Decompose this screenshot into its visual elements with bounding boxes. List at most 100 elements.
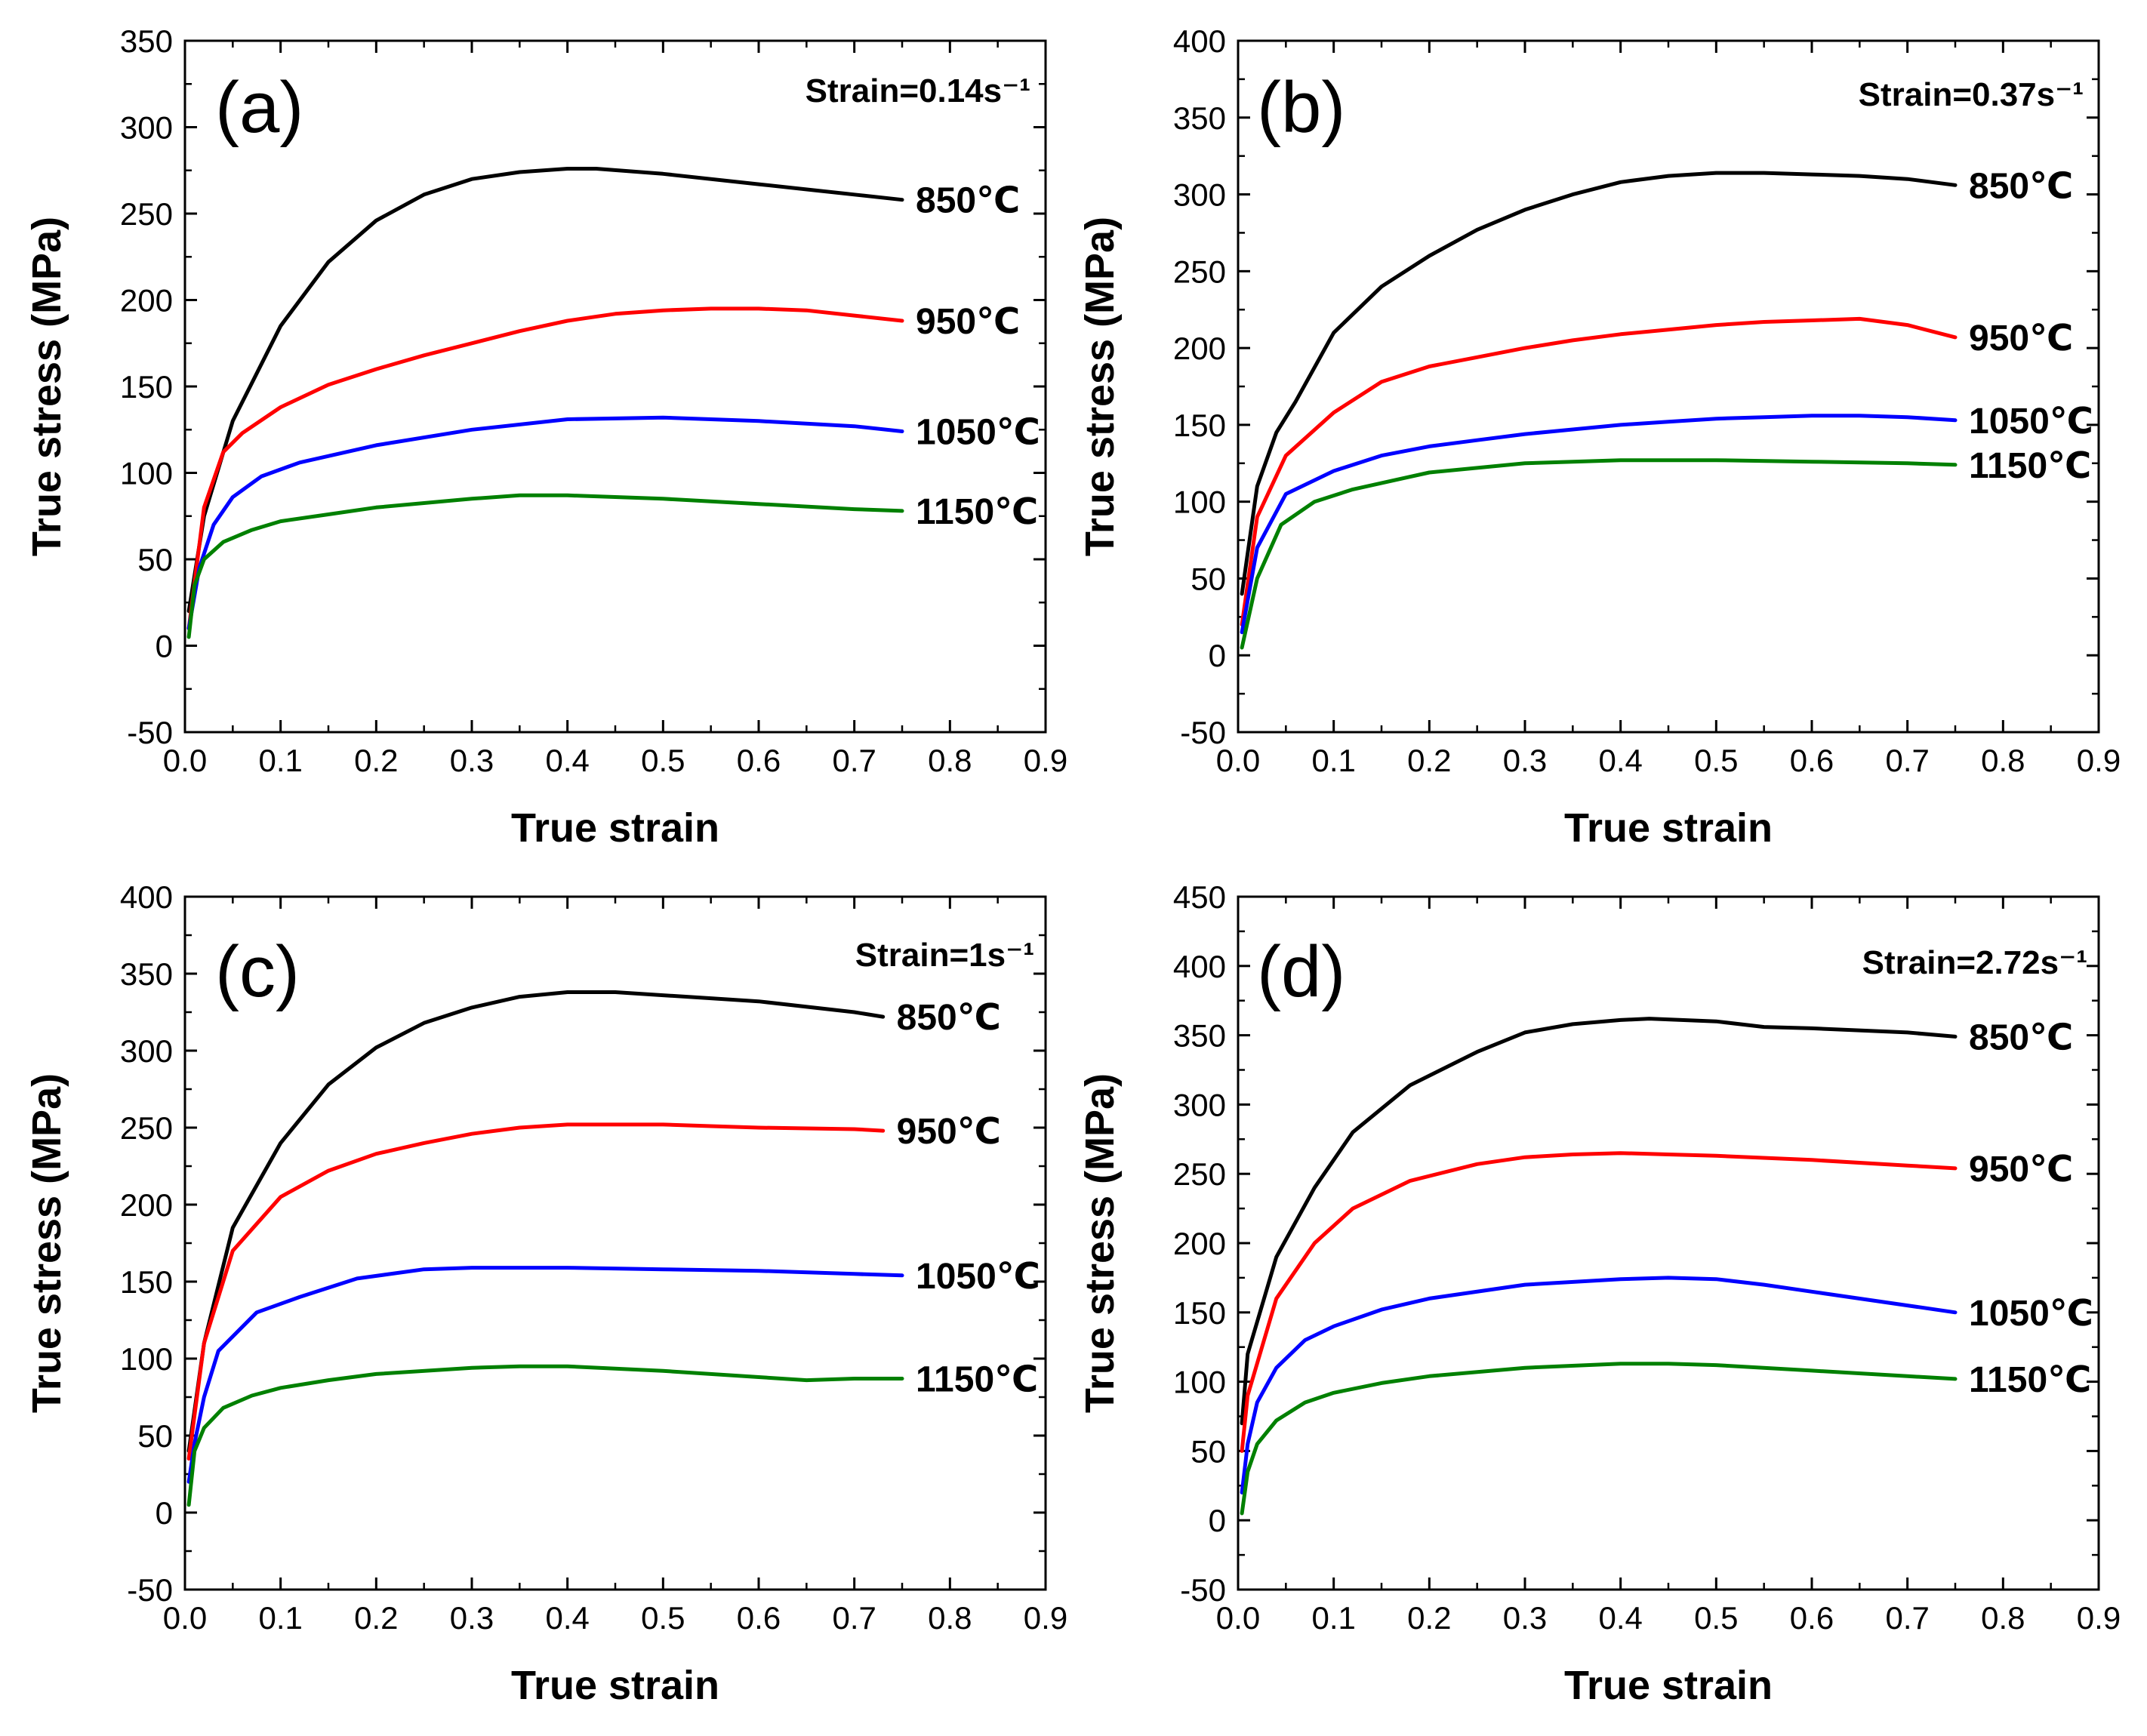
series-label: 1150℃: [916, 492, 1038, 532]
x-tick-label: 0.5: [1694, 743, 1738, 778]
x-tick-label: 0.6: [1790, 1600, 1834, 1636]
series-label: 1150℃: [1969, 1360, 2091, 1400]
y-tick-label: 400: [120, 879, 173, 915]
x-axis-label: True strain: [1564, 805, 1773, 851]
y-tick-label: 250: [120, 1110, 173, 1146]
x-tick-label: 0.8: [928, 743, 972, 778]
y-tick-label: 150: [120, 369, 173, 405]
x-tick-label: 0.8: [1981, 743, 2025, 778]
y-tick-label: 0: [1209, 638, 1226, 673]
y-tick-label: 150: [1173, 408, 1226, 443]
series-line-1050c: [186, 1266, 904, 1484]
series-line-1150c: [1240, 458, 1958, 650]
y-tick-label: 300: [1173, 1087, 1226, 1122]
series-line-1050c: [186, 415, 904, 631]
strain-rate-annotation: Strain=0.14s⁻¹: [806, 72, 1030, 109]
series-label: 850℃: [1969, 166, 2073, 206]
series-label: 1050℃: [916, 1257, 1040, 1297]
panel-label: (d): [1257, 931, 1345, 1012]
x-tick-label: 0.2: [1407, 1600, 1451, 1636]
series-label: 950℃: [897, 1112, 1001, 1152]
x-tick-label: 0.3: [1503, 743, 1547, 778]
x-tick-label: 0.4: [1598, 1600, 1642, 1636]
x-tick-label: 0.7: [832, 1600, 876, 1636]
x-axis-label: True strain: [511, 1663, 719, 1708]
y-tick-label: 50: [1191, 561, 1226, 596]
panel-label: (c): [215, 931, 300, 1012]
x-tick-label: 0.1: [1311, 743, 1355, 778]
series-label: 1050℃: [1969, 1294, 2093, 1334]
series-line-1150c: [186, 1364, 904, 1507]
x-tick-label: 0.3: [1503, 1600, 1547, 1636]
x-axis-label: True strain: [1564, 1663, 1773, 1708]
y-tick-label: 200: [1173, 331, 1226, 366]
series-line-1150c: [1240, 1362, 1958, 1516]
series-line-1050c: [1240, 1276, 1958, 1494]
y-tick-label: -50: [127, 1572, 173, 1608]
y-tick-label: -50: [1180, 715, 1226, 750]
x-axis-label: True strain: [511, 805, 719, 851]
x-tick-label: 0.4: [545, 743, 589, 778]
series-label: 950℃: [1969, 1150, 2073, 1190]
strain-rate-annotation: Strain=1s⁻¹: [855, 937, 1034, 974]
x-tick-label: 0.6: [737, 743, 781, 778]
x-tick-label: 0.9: [1024, 743, 1067, 778]
x-tick-label: 0.2: [354, 1600, 398, 1636]
y-axis-label: True stress (MPa): [1077, 217, 1123, 556]
x-tick-label: 0.2: [1407, 743, 1451, 778]
y-tick-label: 100: [120, 1341, 173, 1377]
y-tick-label: 50: [137, 1418, 173, 1454]
y-tick-label: 250: [1173, 254, 1226, 289]
x-tick-label: 0.7: [832, 743, 876, 778]
y-tick-label: 250: [120, 196, 173, 232]
x-tick-label: 0.6: [1790, 743, 1834, 778]
y-tick-label: 350: [1173, 100, 1226, 136]
y-tick-label: 150: [1173, 1295, 1226, 1331]
series-label: 950℃: [916, 302, 1020, 342]
x-tick-label: 0.9: [2077, 1600, 2121, 1636]
y-tick-label: 0: [156, 1495, 173, 1531]
y-tick-label: 0: [156, 629, 173, 664]
y-tick-label: 450: [1173, 879, 1226, 915]
x-tick-label: 0.8: [1981, 1600, 2025, 1636]
series-label: 850℃: [897, 998, 1001, 1038]
x-tick-label: 0.1: [1311, 1600, 1355, 1636]
y-tick-label: 200: [1173, 1226, 1226, 1261]
panel-label: (b): [1257, 67, 1345, 148]
series-line-850c: [186, 167, 904, 614]
x-tick-label: 0.0: [1216, 743, 1260, 778]
series-label: 1050℃: [916, 413, 1040, 453]
x-tick-label: 0.6: [737, 1600, 781, 1636]
y-tick-label: 400: [1173, 949, 1226, 984]
y-tick-label: 200: [120, 283, 173, 319]
x-tick-label: 0.8: [928, 1600, 972, 1636]
series-line-950c: [1240, 316, 1958, 626]
y-tick-label: 350: [1173, 1018, 1226, 1054]
series-line-850c: [1240, 1017, 1958, 1426]
y-axis-label: True stress (MPa): [24, 217, 69, 556]
chart-panel-d: 0.0 0.1 0.2 0.3 0.4 0.5 0.6 0.7 0.8 0.9 -50 0 50 100 1…: [1077, 879, 2121, 1708]
x-tick-label: 0.9: [2077, 743, 2121, 778]
y-axis-label: True stress (MPa): [24, 1073, 69, 1413]
x-tick-label: 0.7: [1885, 1600, 1929, 1636]
y-tick-label: 300: [120, 110, 173, 146]
y-tick-label: 250: [1173, 1156, 1226, 1192]
series-line-950c: [1240, 1151, 1958, 1453]
x-tick-label: 0.4: [1598, 743, 1642, 778]
x-tick-label: 0.1: [258, 743, 302, 778]
y-tick-label: 50: [137, 542, 173, 577]
series-line-1050c: [1240, 414, 1958, 635]
series-label: 850℃: [916, 181, 1020, 221]
plot-frame: [1237, 39, 2100, 734]
chart-panel-b: 0.0 0.1 0.2 0.3 0.4 0.5 0.6 0.7 0.8 0.9 -50 0 50 100 1…: [1077, 23, 2121, 851]
chart-panel-c: 0.0 0.1 0.2 0.3 0.4 0.5 0.6 0.7 0.8 0.9 -50 0 50 100 1…: [24, 879, 1067, 1708]
series-label: 1150℃: [916, 1360, 1038, 1400]
series-label: 1150℃: [1969, 446, 2091, 486]
y-tick-label: -50: [127, 715, 173, 750]
panel-label: (a): [215, 67, 303, 148]
x-tick-label: 0.9: [1024, 1600, 1067, 1636]
series-line-1150c: [186, 493, 904, 639]
y-tick-label: 50: [1191, 1433, 1226, 1469]
x-tick-label: 0.0: [163, 743, 207, 778]
